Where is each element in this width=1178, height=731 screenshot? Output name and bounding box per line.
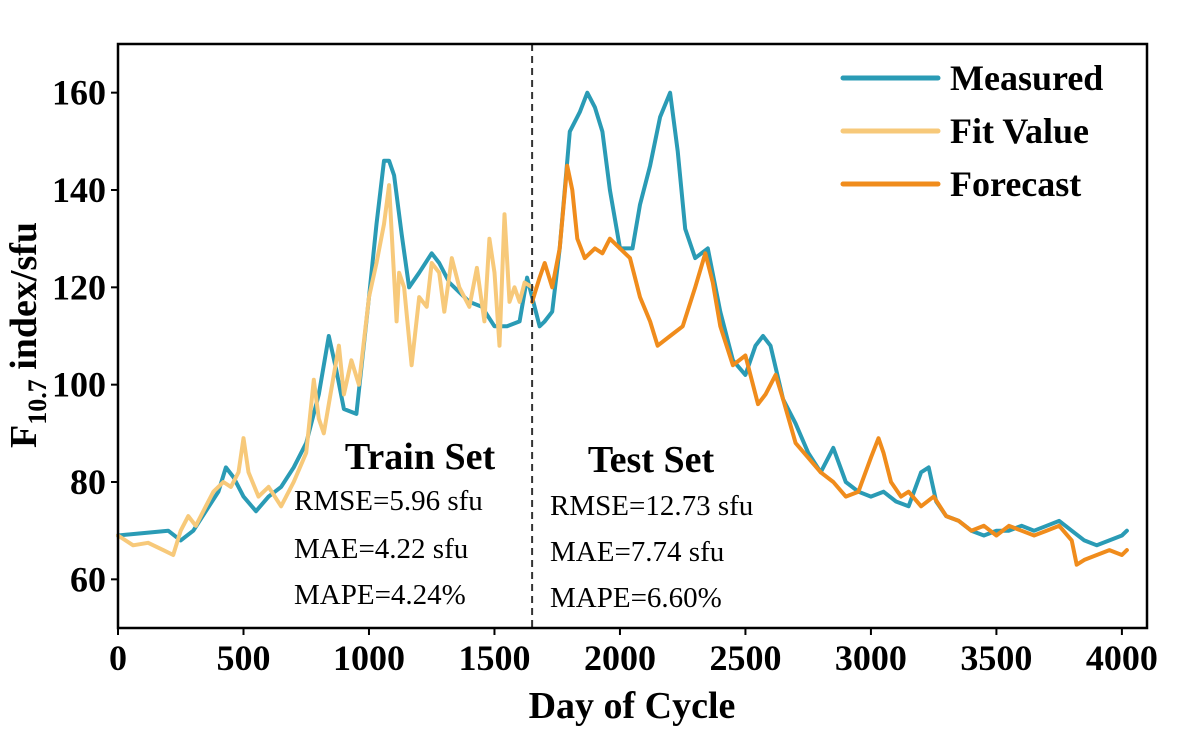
legend-label-measured: Measured	[950, 58, 1103, 98]
test-set-title: Test Set	[588, 439, 715, 481]
test-mae-label: MAE=7.74 sfu	[550, 536, 724, 568]
test-mape-label: MAPE=6.60%	[550, 582, 722, 614]
series-line-forecast	[530, 163, 1129, 567]
series-line-fit-value	[116, 183, 535, 557]
series-layer	[116, 90, 1129, 567]
legend: Measured Fit Value Forecast	[840, 58, 1103, 204]
x-tick-label: 500	[216, 638, 270, 678]
train-set-title: Train Set	[345, 436, 496, 478]
train-mape-label: MAPE=4.24%	[294, 579, 466, 611]
x-tick-label: 3500	[960, 638, 1032, 678]
plot-frame	[116, 42, 1149, 630]
y-axis-title-main: F	[3, 425, 45, 448]
legend-label-forecast: Forecast	[950, 164, 1081, 204]
x-tick-label: 1500	[458, 638, 530, 678]
y-tick-label: 80	[70, 462, 106, 502]
y-axis-title-subscript: 10.7	[23, 379, 52, 425]
legend-label-fit-value: Fit Value	[950, 111, 1089, 151]
train-rmse-label: RMSE=5.96 sfu	[294, 485, 483, 517]
y-tick-label: 60	[70, 559, 106, 599]
axes-layer: 0 500 1000 1500 2000 2500 3000 3500 4000 60 80 100 1…	[52, 73, 1158, 678]
y-tick-label: 140	[52, 170, 106, 210]
test-set-annotation: Test Set RMSE=12.73 sfu MAE=7.74 sfu MAP…	[550, 439, 753, 614]
train-mae-label: MAE=4.22 sfu	[294, 533, 468, 565]
y-tick-label: 160	[52, 73, 106, 113]
x-axis-title: Day of Cycle	[529, 685, 736, 727]
train-set-annotation: Train Set RMSE=5.96 sfu MAE=4.22 sfu MAP…	[294, 436, 495, 611]
x-tick-label: 3000	[835, 638, 907, 678]
y-tick-label: 100	[52, 365, 106, 405]
x-tick-label: 2000	[584, 638, 656, 678]
test-rmse-label: RMSE=12.73 sfu	[550, 490, 753, 522]
y-tick-label: 120	[52, 267, 106, 307]
y-axis-title: F10.7 index/sfu	[3, 222, 52, 448]
y-axis-title-rest: index/sfu	[3, 222, 45, 379]
x-tick-label: 1000	[333, 638, 405, 678]
x-tick-label: 0	[109, 638, 127, 678]
x-tick-label: 2500	[709, 638, 781, 678]
x-tick-label: 4000	[1086, 638, 1158, 678]
